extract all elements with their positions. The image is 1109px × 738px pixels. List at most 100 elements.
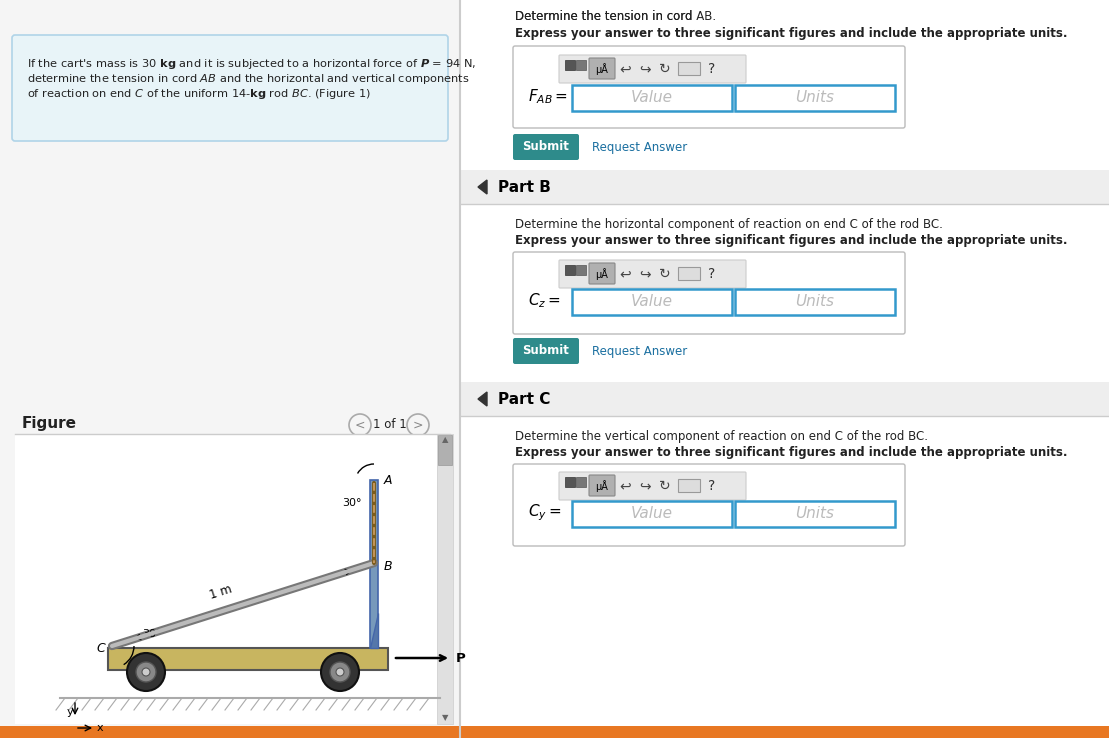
FancyBboxPatch shape [559,472,746,500]
Text: 30°: 30° [142,629,162,639]
Bar [576,60,586,70]
Text: A: A [384,474,393,486]
Text: Units: Units [795,294,834,309]
Text: Part B: Part B [498,179,551,195]
Text: ↩: ↩ [619,479,631,493]
Text: P: P [456,652,466,664]
FancyBboxPatch shape [559,260,746,288]
Text: μÅ: μÅ [596,63,609,75]
Bar [572,501,732,527]
Text: Express your answer to three significant figures and include the appropriate uni: Express your answer to three significant… [515,27,1068,40]
Text: ↪: ↪ [639,62,651,76]
Text: Value: Value [631,91,673,106]
Bar [437,434,452,724]
Text: 1 of 1: 1 of 1 [373,418,407,432]
Text: $F_{AB}=$: $F_{AB}=$ [528,88,568,106]
Bar [576,265,586,275]
Text: Units: Units [795,91,834,106]
Bar [564,265,574,275]
Bar [438,435,452,465]
Bar [735,289,895,315]
Circle shape [128,653,165,691]
Bar [678,479,700,492]
Polygon shape [478,180,487,194]
Text: Submit: Submit [522,345,569,357]
Text: ↻: ↻ [659,267,671,281]
Circle shape [330,662,350,682]
Text: ↻: ↻ [659,62,671,76]
Text: Determine the tension in cord AB.: Determine the tension in cord AB. [515,10,716,23]
Text: ↩: ↩ [619,62,631,76]
Text: Determine the horizontal component of reaction on end C of the rod BC.: Determine the horizontal component of re… [515,218,943,231]
Text: If the cart's mass is 30 $\bf{kg}$ and it is subjected to a horizontal force of : If the cart's mass is 30 $\bf{kg}$ and i… [27,57,476,71]
FancyBboxPatch shape [513,46,905,128]
Text: Units: Units [795,506,834,522]
Text: Express your answer to three significant figures and include the appropriate uni: Express your answer to three significant… [515,234,1068,247]
Text: C: C [96,641,105,655]
Circle shape [321,653,359,691]
Text: Value: Value [631,294,673,309]
Text: ↩: ↩ [619,267,631,281]
Text: Part C: Part C [498,391,550,407]
Bar [0,726,1109,738]
Text: of reaction on end $\it{C}$ of the uniform 14-$\bf{kg}$ rod $\it{BC}$. (Figure 1: of reaction on end $\it{C}$ of the unifo… [27,87,370,101]
Bar [735,85,895,111]
Bar [564,60,574,70]
Text: Determine the tension in cord: Determine the tension in cord [515,10,696,23]
Text: B: B [384,559,393,573]
Text: Determine the vertical component of reaction on end C of the rod BC.: Determine the vertical component of reac… [515,430,928,443]
Text: ↪: ↪ [639,479,651,493]
FancyBboxPatch shape [589,475,615,496]
FancyBboxPatch shape [589,263,615,284]
Text: Request Answer: Request Answer [592,140,688,154]
Text: determine the tension in cord $\it{AB}$ and the horizontal and vertical componen: determine the tension in cord $\it{AB}$ … [27,72,469,86]
Text: <: < [355,418,365,432]
Text: Value: Value [631,506,673,522]
Text: ?: ? [709,479,715,493]
FancyBboxPatch shape [513,338,579,364]
Bar [0,0,460,738]
Bar [370,480,378,648]
Bar [735,501,895,527]
FancyBboxPatch shape [559,55,746,83]
Circle shape [142,668,150,676]
Bar [572,85,732,111]
Bar [460,382,1109,416]
Bar [678,267,700,280]
Text: μÅ: μÅ [596,480,609,492]
Bar [564,477,574,487]
FancyBboxPatch shape [513,252,905,334]
Text: Express your answer to three significant figures and include the appropriate uni: Express your answer to three significant… [515,446,1068,459]
Circle shape [336,668,344,676]
Text: μÅ: μÅ [596,268,609,280]
Text: $C_y=$: $C_y=$ [528,503,561,523]
Bar [460,0,1109,738]
Polygon shape [478,392,487,406]
Text: Figure: Figure [22,416,77,431]
Text: ▲: ▲ [441,435,448,444]
Bar [16,434,437,724]
Text: 30°: 30° [343,498,362,508]
Bar [572,289,732,315]
Text: $C_z=$: $C_z=$ [528,292,561,311]
Text: Request Answer: Request Answer [592,345,688,357]
Circle shape [136,662,156,682]
Bar [108,648,388,670]
Bar [460,170,1109,204]
FancyBboxPatch shape [589,58,615,79]
Text: ↻: ↻ [659,479,671,493]
Bar [576,477,586,487]
Bar [678,62,700,75]
Text: y: y [67,707,73,717]
Text: ?: ? [709,267,715,281]
Text: ?: ? [709,62,715,76]
FancyBboxPatch shape [12,35,448,141]
FancyBboxPatch shape [513,134,579,160]
Polygon shape [370,613,378,648]
Text: Submit: Submit [522,140,569,154]
FancyBboxPatch shape [513,464,905,546]
Text: >: > [413,418,424,432]
Text: 1 m: 1 m [208,583,234,602]
Text: x: x [96,723,103,733]
Text: ▼: ▼ [441,714,448,723]
